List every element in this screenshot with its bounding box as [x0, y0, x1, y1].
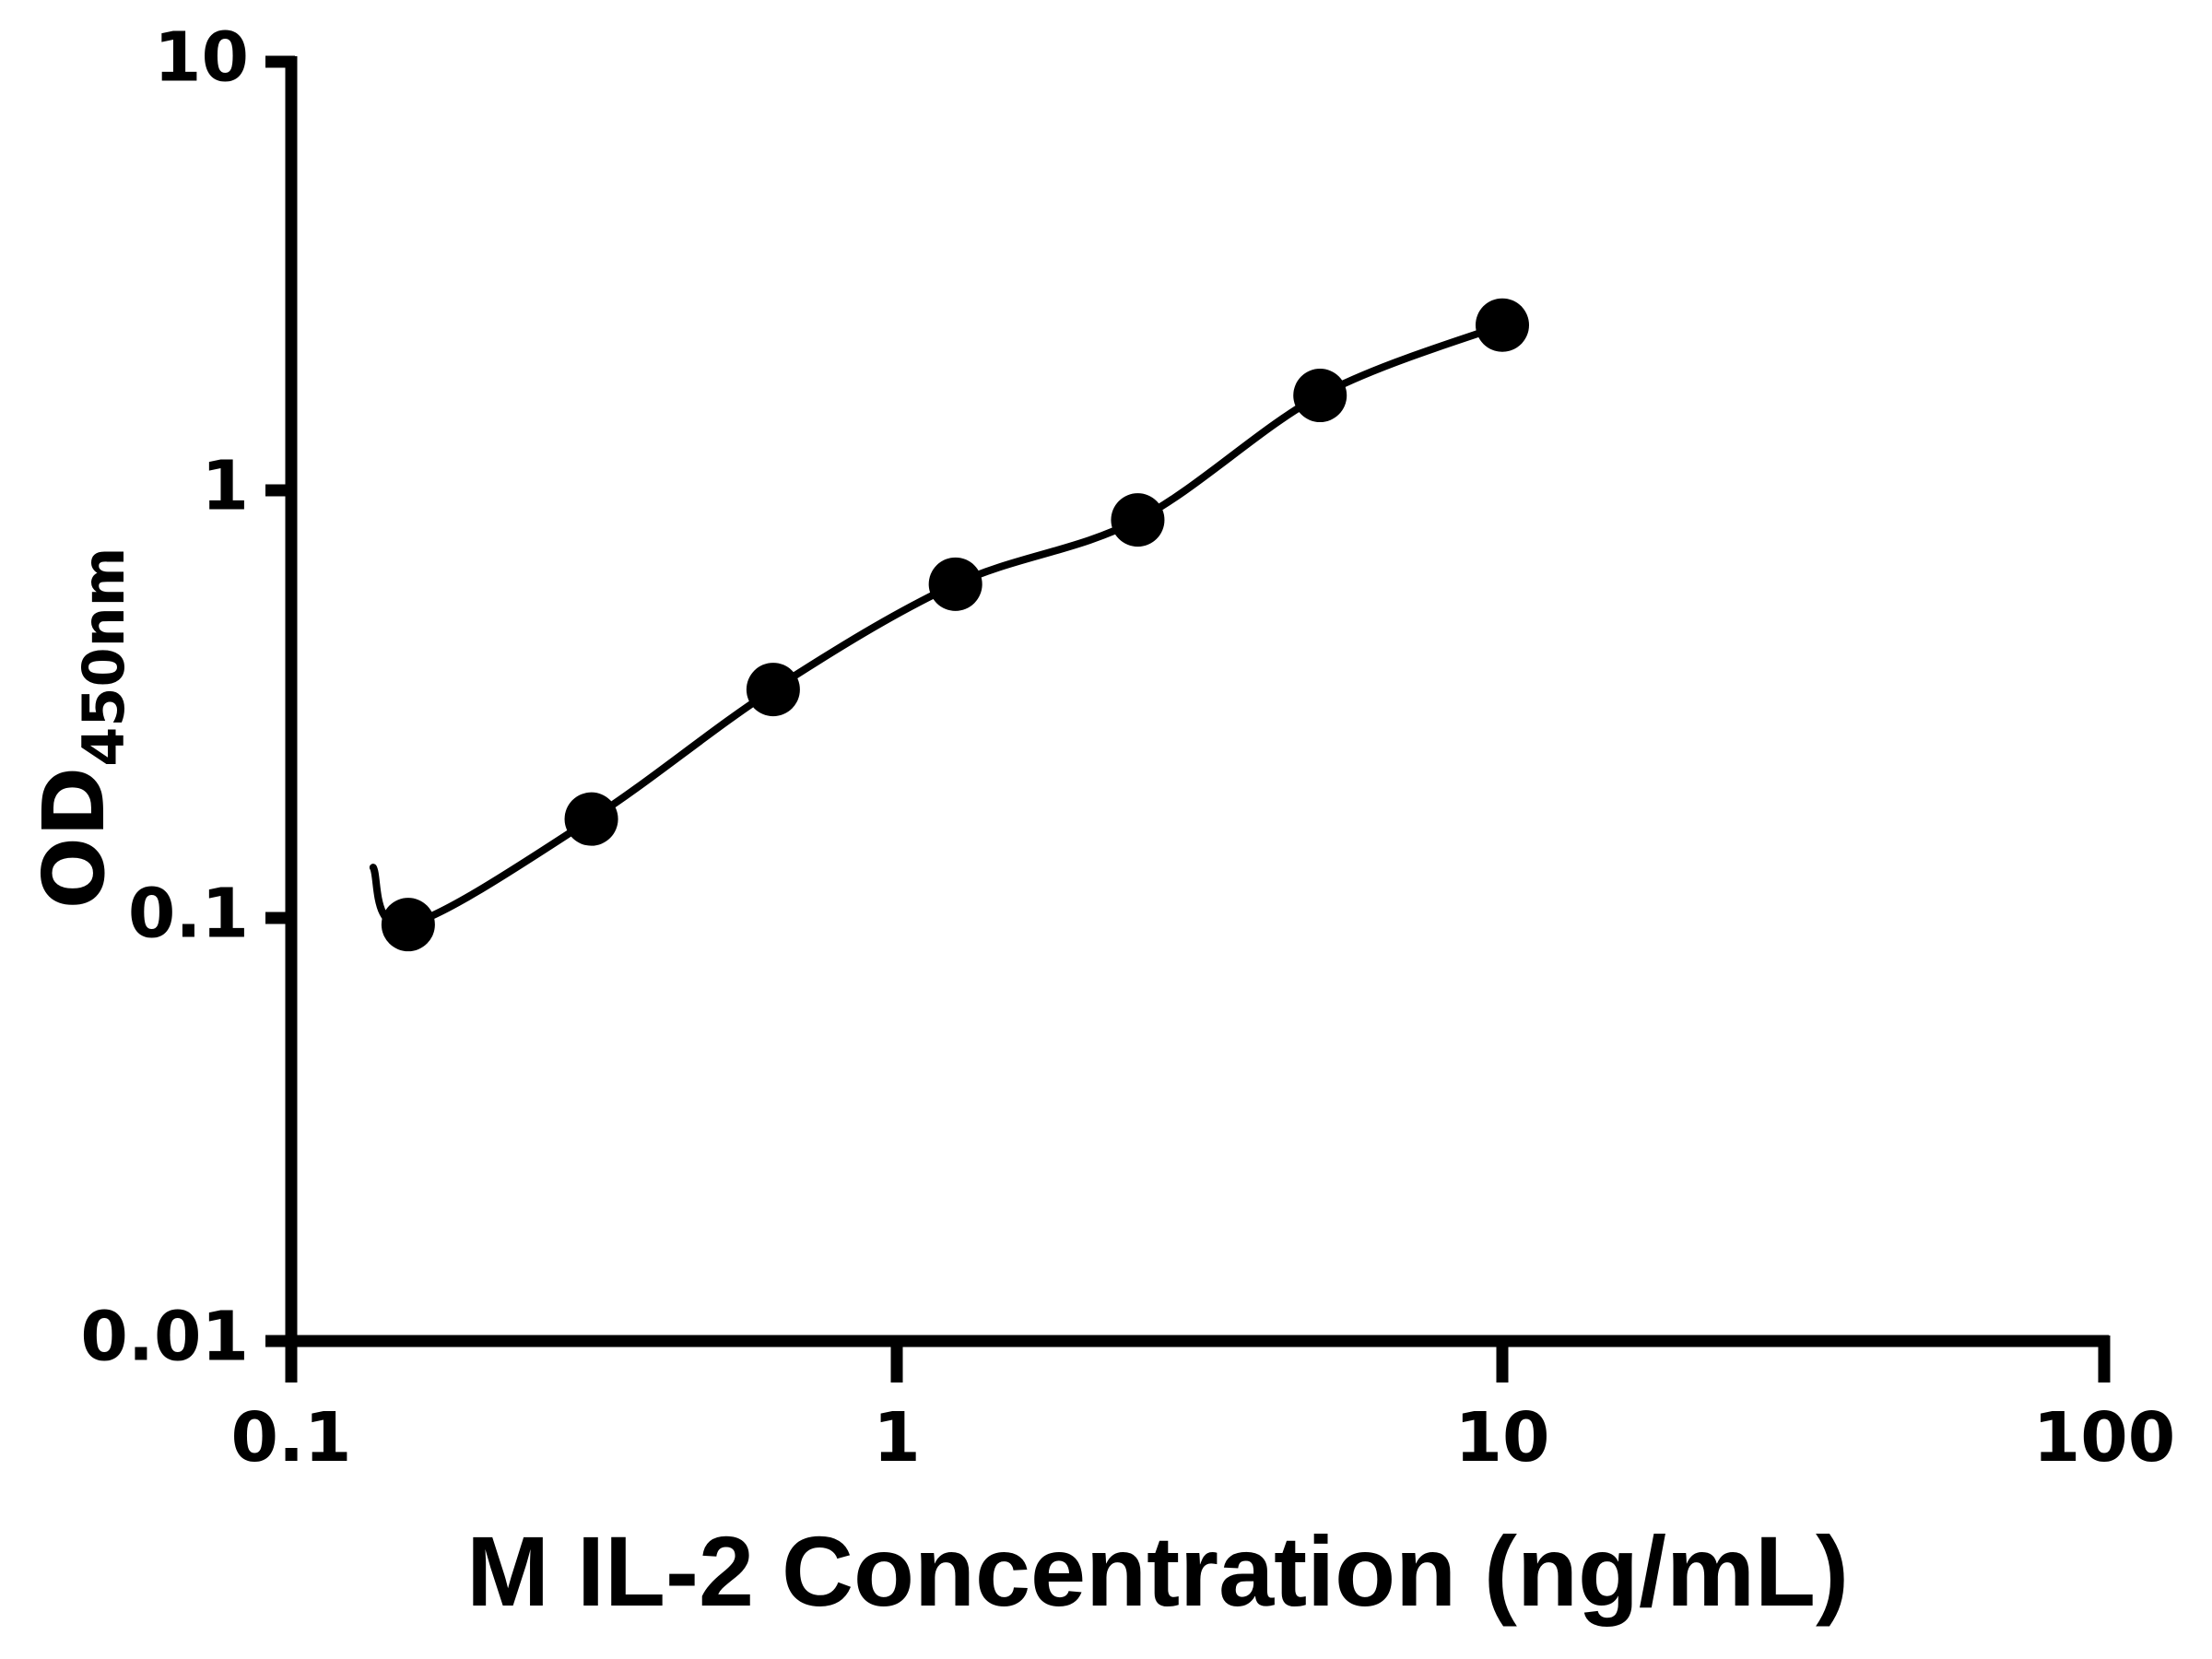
- x-tick-labels: 0.1 1 10 100: [230, 1398, 2175, 1477]
- x-axis-title: M IL-2 Concentration (ng/mL): [466, 1515, 1849, 1627]
- x-tick-label-1: 1: [873, 1398, 921, 1477]
- x-tick-label-100: 100: [2033, 1398, 2175, 1477]
- data-point: [1476, 298, 1529, 352]
- data-point: [564, 792, 618, 846]
- x-axis-ticks: [285, 1335, 2111, 1382]
- data-point: [1111, 493, 1165, 547]
- y-tick-labels: 10 1 0.1 0.01: [80, 18, 249, 1377]
- axis-spines: [285, 56, 2109, 1347]
- data-point: [928, 557, 982, 611]
- y-tick-label-0.1: 0.1: [128, 875, 249, 954]
- y-axis-title-main: OD: [25, 767, 124, 910]
- data-point: [746, 663, 800, 717]
- data-point: [1293, 369, 1347, 423]
- data-point-markers: [381, 298, 1529, 952]
- y-axis-title: OD450nm: [25, 547, 137, 910]
- y-tick-label-1: 1: [202, 447, 250, 526]
- data-point: [381, 898, 435, 952]
- y-tick-label-10: 10: [154, 18, 249, 98]
- x-tick-label-0.1: 0.1: [230, 1398, 351, 1477]
- svg-text:OD450nm: OD450nm: [25, 547, 137, 910]
- x-tick-label-10: 10: [1455, 1398, 1550, 1477]
- y-axis-title-subscript: 450nm: [70, 547, 137, 767]
- y-tick-label-0.01: 0.01: [80, 1298, 249, 1377]
